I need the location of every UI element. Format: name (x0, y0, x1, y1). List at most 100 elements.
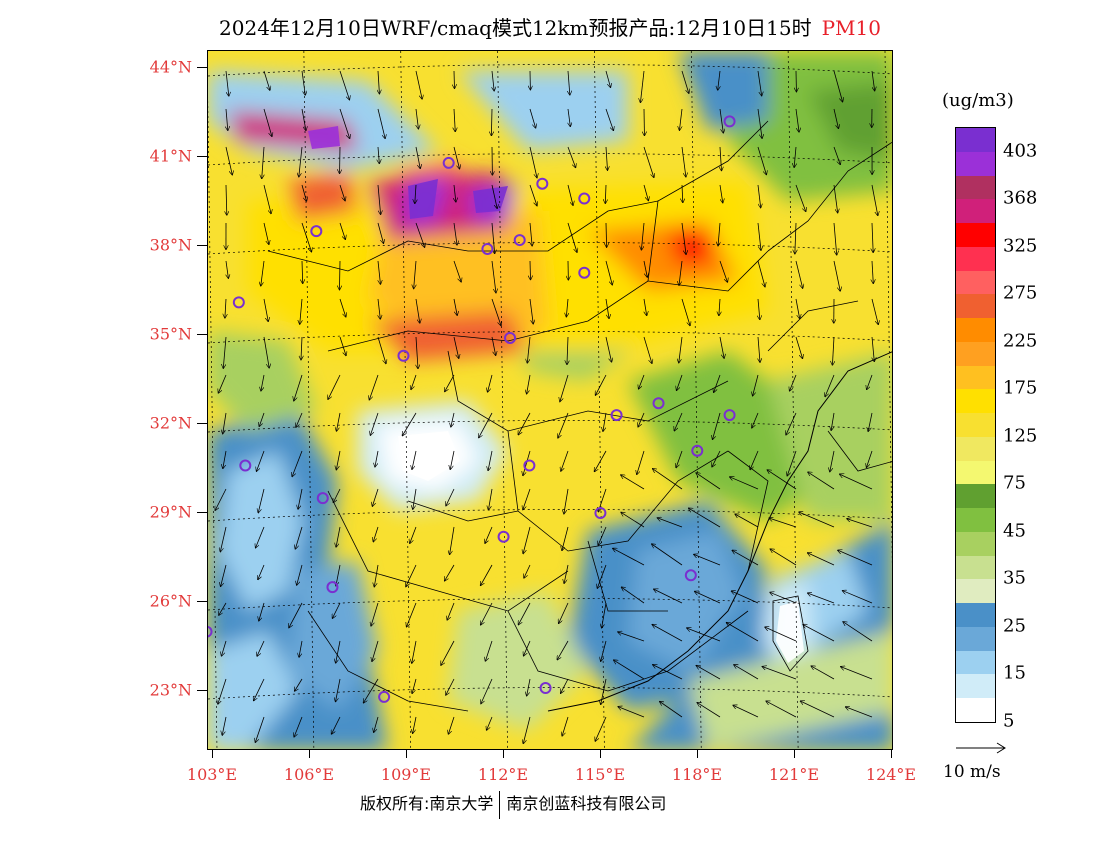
station-marker (208, 625, 213, 638)
wind-vector (255, 716, 265, 742)
wind-vector (263, 336, 269, 368)
wind-vector (491, 298, 501, 325)
wind-vector (787, 450, 797, 476)
wind-vector (415, 146, 420, 168)
station-marker (594, 507, 607, 519)
wind-vector (682, 184, 683, 202)
legend-swatch (956, 199, 995, 224)
wind-vector (336, 450, 341, 470)
wind-vector (441, 640, 455, 665)
wind-vector (833, 260, 840, 291)
wind-vector (226, 108, 228, 130)
wind-vector (257, 640, 265, 656)
legend-label: 368 (1003, 187, 1038, 209)
legend-swatch (956, 484, 995, 509)
wind-vector (375, 450, 379, 467)
longitude-label: 124°E (865, 765, 917, 784)
wind-vector (719, 260, 727, 282)
wind-vector (301, 184, 306, 201)
wind-vector (801, 701, 835, 718)
wind-vector (372, 488, 379, 506)
wind-vector (445, 564, 455, 581)
wind-vector (453, 298, 457, 315)
province-border (327, 250, 769, 352)
latitude-tick (197, 334, 207, 335)
wind-vector (605, 260, 612, 285)
legend-label: 15 (1003, 662, 1026, 684)
wind-vector (750, 450, 759, 469)
latitude-label: 44°N (149, 57, 192, 77)
wind-vector (295, 678, 303, 691)
wind-vector (605, 184, 606, 203)
legend-swatch (956, 626, 995, 652)
wind-vector (674, 412, 683, 431)
wind-vector (336, 526, 341, 547)
wind-vector (258, 488, 265, 513)
wind-vector (416, 108, 418, 129)
wind-vector (597, 564, 607, 588)
wind-vector (718, 222, 720, 246)
wind-vector (369, 374, 379, 400)
wind-vector (681, 298, 690, 325)
legend-swatch (956, 365, 995, 390)
wind-vector (696, 473, 721, 490)
wind-vector (758, 298, 760, 319)
wind-vector (757, 184, 761, 207)
legend-swatch (956, 128, 995, 153)
wind-vector (790, 374, 797, 391)
legend-swatch (956, 436, 995, 462)
longitude-label: 106°E (283, 765, 335, 784)
legend-swatch (956, 151, 995, 176)
wind-vector (605, 336, 612, 362)
wind-vector (567, 184, 573, 205)
wind-vector (640, 70, 645, 102)
province-border (647, 120, 769, 282)
wind-vector (732, 550, 759, 566)
wind-vector (561, 450, 569, 471)
station-marker (691, 444, 704, 457)
province-border (307, 610, 469, 712)
concentration-region (688, 631, 892, 749)
concentration-region (208, 631, 298, 749)
wind-vector (479, 412, 493, 438)
wind-vector (795, 222, 796, 254)
copyright-holder: 版权所有:南京大学 (360, 794, 494, 813)
wind-vector (831, 412, 835, 430)
legend-swatch (956, 603, 995, 628)
wind-vector (295, 526, 303, 549)
wind-vector (643, 260, 647, 277)
wind-vector (697, 703, 721, 718)
wind-vector (652, 625, 683, 642)
wind-vector (481, 678, 493, 704)
wind-vector (871, 184, 878, 215)
copyright-separator (499, 790, 501, 819)
wind-vector (415, 222, 425, 247)
legend-label: 5 (1003, 710, 1015, 732)
latitude-label: 26°N (149, 591, 192, 611)
wind-vector (833, 222, 837, 255)
wind-vector (412, 678, 417, 693)
wind-vector (840, 474, 873, 490)
wind-vector (407, 602, 417, 627)
province-border (587, 540, 668, 612)
wind-vector (415, 298, 420, 323)
wind-vector (795, 108, 799, 132)
wind-vector (333, 488, 341, 502)
wind-vector (606, 146, 607, 170)
longitude-tick (503, 750, 504, 758)
wind-vector (451, 412, 455, 427)
concentration-region (218, 451, 303, 611)
wind-vector (568, 108, 570, 126)
legend-label: 25 (1003, 615, 1026, 637)
longitude-gridline (690, 51, 702, 749)
longitude-gridline (594, 51, 605, 749)
wind-vector (412, 450, 417, 469)
wind-vector (256, 526, 265, 548)
wind-vector (371, 602, 379, 626)
wind-reference-arrow (955, 740, 1015, 759)
wind-vector (374, 716, 379, 732)
wind-vector (872, 260, 873, 283)
wind-vector (832, 336, 834, 365)
wind-vector (530, 260, 531, 279)
wind-vector (843, 622, 873, 642)
